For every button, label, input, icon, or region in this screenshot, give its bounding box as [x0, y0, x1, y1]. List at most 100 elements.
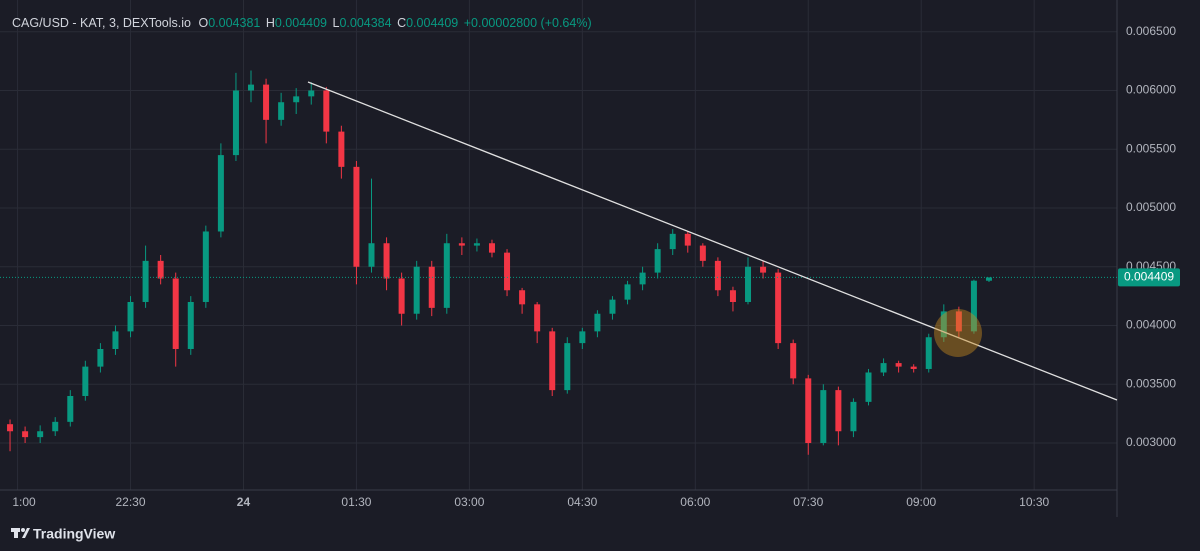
- c-value: 0.004409: [406, 16, 458, 30]
- candle-body: [805, 378, 812, 443]
- last-price-label: 0.004409: [1124, 270, 1174, 284]
- candle-body: [579, 331, 586, 344]
- candle-body: [865, 372, 872, 402]
- x-tick-label: 22:30: [116, 495, 146, 509]
- candle-body: [157, 260, 164, 279]
- candle-body: [880, 363, 887, 373]
- candle-body: [112, 331, 119, 349]
- candle-body: [895, 363, 902, 367]
- y-tick-label: 0.005000: [1126, 200, 1176, 214]
- candle-body: [37, 431, 44, 438]
- candle-body: [745, 266, 752, 302]
- candle-body: [654, 249, 661, 273]
- candle-body: [458, 243, 465, 246]
- l-value: 0.004384: [339, 16, 391, 30]
- symbol: CAG/USD - KAT, 3, DEXTools.io: [12, 16, 191, 30]
- logo-part: [21, 528, 25, 532]
- brand-logo: [11, 528, 30, 538]
- last-price-box: [1118, 268, 1180, 287]
- candle-body: [639, 272, 646, 285]
- candle-body: [564, 343, 571, 391]
- candle-body: [594, 313, 601, 332]
- y-tick-label: 0.005500: [1126, 141, 1176, 155]
- candle-body: [278, 102, 285, 120]
- candle-body: [443, 243, 450, 308]
- candle-body: [398, 278, 405, 314]
- candle-body: [383, 243, 390, 279]
- candle-body: [67, 395, 74, 422]
- candle-body: [232, 90, 239, 156]
- candle-body: [82, 366, 89, 396]
- candle-body: [775, 272, 782, 344]
- y-tick-label: 0.006500: [1126, 24, 1176, 38]
- candle-body: [684, 233, 691, 246]
- candle-body: [955, 311, 962, 332]
- candle-body: [172, 278, 179, 349]
- candle-body: [127, 301, 134, 332]
- candle-body: [473, 243, 480, 246]
- candle-body: [323, 90, 330, 132]
- plot: [0, 70, 1117, 455]
- candle-body: [669, 233, 676, 250]
- candle-body: [760, 266, 767, 273]
- h-value: 0.004409: [275, 16, 327, 30]
- candle-body: [187, 301, 194, 349]
- candle-body: [729, 290, 736, 302]
- candle-body: [202, 231, 209, 302]
- x-tick-label: 04:30: [567, 495, 597, 509]
- candle-body: [835, 390, 842, 432]
- candle-body: [699, 245, 706, 261]
- o-value: 0.004381: [208, 16, 260, 30]
- x-tick-label: 06:00: [680, 495, 710, 509]
- candle-body: [217, 155, 224, 232]
- candle-body: [263, 84, 270, 120]
- candle-body: [985, 277, 992, 281]
- l-label: L: [333, 16, 340, 30]
- candle-body: [353, 166, 360, 267]
- trend-line: [307, 81, 1118, 401]
- y-tick-label: 0.003000: [1126, 435, 1176, 449]
- header: CAG/USD - KAT, 3, DEXTools.io O0.004381 …: [12, 16, 592, 30]
- brand[interactable]: TradingView: [33, 526, 115, 542]
- candle-body: [534, 304, 541, 332]
- candle-body: [504, 252, 511, 291]
- candle-body: [248, 84, 255, 91]
- x-tick-label: 03:00: [454, 495, 484, 509]
- candle-body: [488, 243, 495, 253]
- candle-body: [714, 260, 721, 291]
- change: +0.00002800 (+0.64%): [464, 16, 592, 30]
- candle-body: [428, 266, 435, 308]
- candle-body: [97, 348, 104, 367]
- x-tick-label: 07:30: [793, 495, 823, 509]
- candle-body: [293, 96, 300, 103]
- y-tick-label: 0.003500: [1126, 376, 1176, 390]
- y-tick-label: 0.004000: [1126, 318, 1176, 332]
- candle-body: [142, 260, 149, 302]
- candle-body: [368, 243, 375, 267]
- candle-body: [609, 299, 616, 314]
- candle-body: [940, 311, 947, 338]
- candle-body: [519, 290, 526, 305]
- candle-body: [308, 90, 315, 97]
- candle-body: [22, 431, 29, 438]
- candle-body: [624, 284, 631, 300]
- y-tick-label: 0.006000: [1126, 83, 1176, 97]
- highlight-circle: [934, 309, 982, 357]
- x-tick-label: 09:00: [906, 495, 936, 509]
- x-tick-label: 10:30: [1019, 495, 1049, 509]
- candle-body: [52, 421, 59, 432]
- c-label: C: [397, 16, 406, 30]
- candle-body: [549, 331, 556, 391]
- logo-part: [14, 528, 18, 538]
- x-tick-label: 1:00: [12, 495, 36, 509]
- x-tick-label: 24: [237, 495, 251, 509]
- x-tick-label: 01:30: [341, 495, 371, 509]
- h-label: H: [266, 16, 275, 30]
- candle-body: [338, 131, 345, 167]
- candle-body: [850, 401, 857, 432]
- candle-body: [820, 390, 827, 443]
- candle-body: [413, 266, 420, 314]
